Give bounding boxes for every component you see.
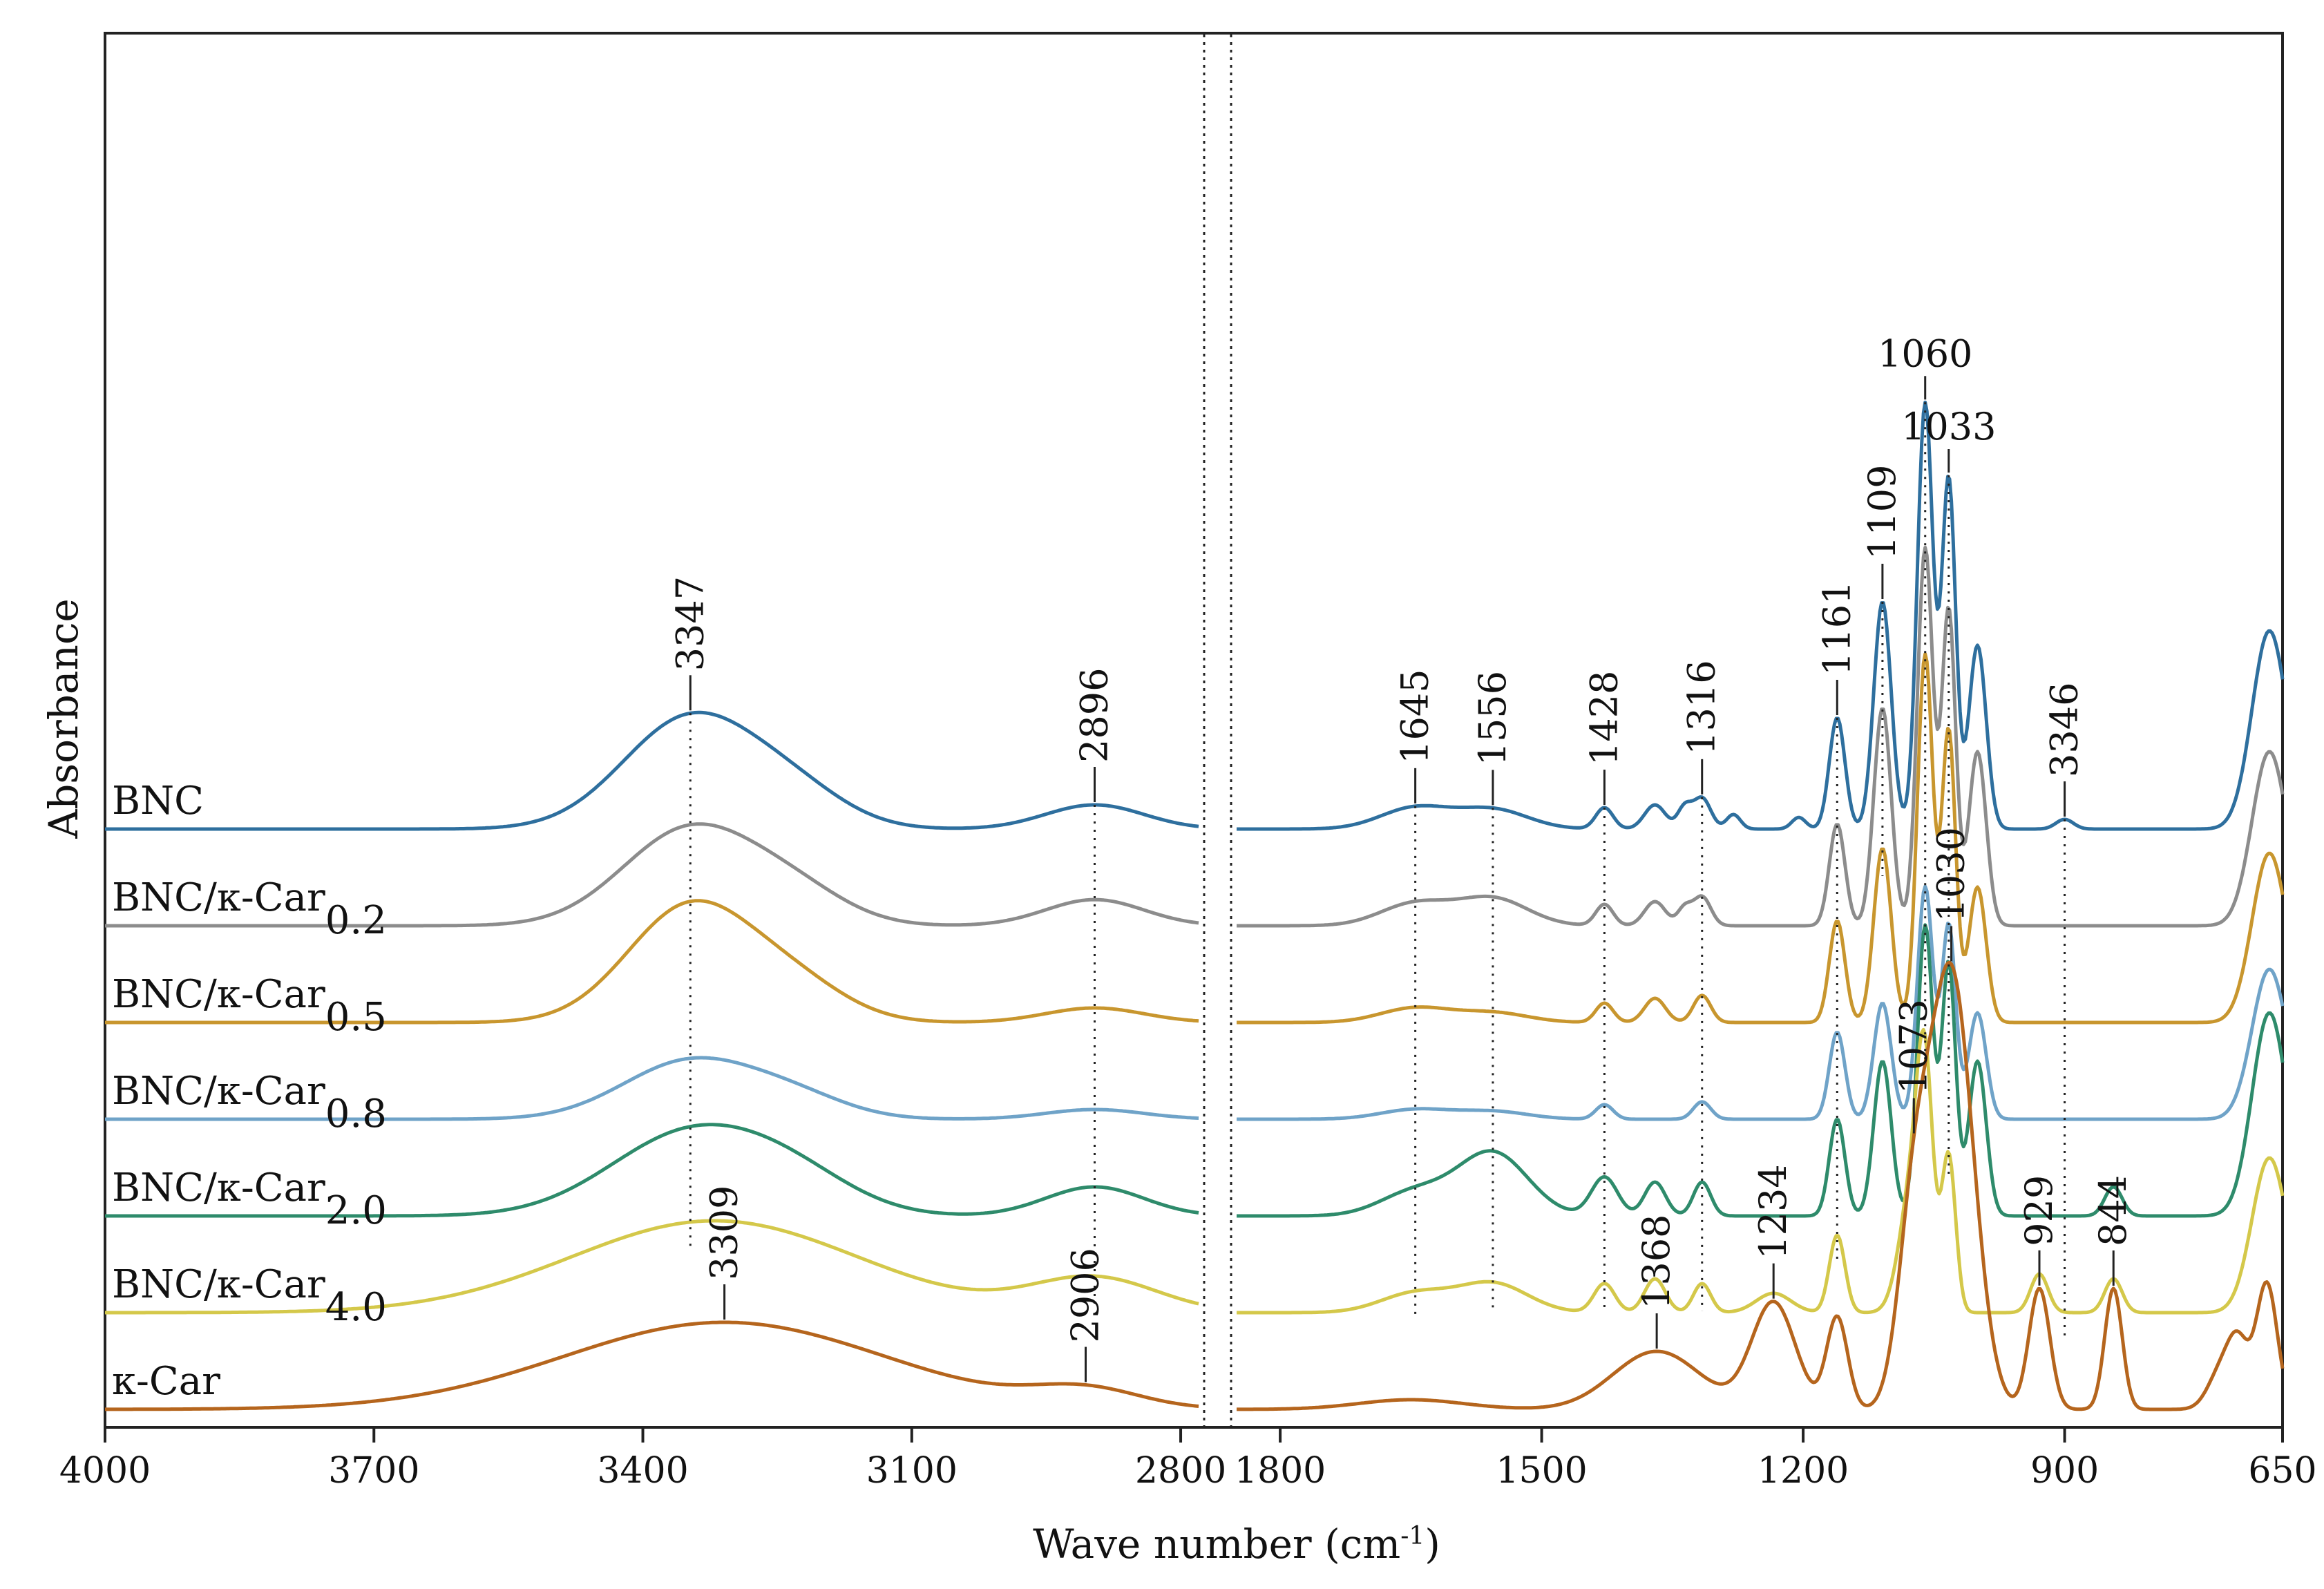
series-label-subscript: 2.0 bbox=[325, 1188, 387, 1233]
series-line-1 bbox=[105, 546, 2285, 928]
peak-label-2906: 2906 bbox=[1064, 1248, 1107, 1342]
x-axis-title-main: Wave number (cm bbox=[1033, 1521, 1400, 1568]
x-tick-label: 1200 bbox=[1758, 1450, 1849, 1492]
series-line-0 bbox=[105, 400, 2285, 831]
x-tick-label: 2800 bbox=[1135, 1450, 1226, 1492]
x-tick-label: 4000 bbox=[59, 1450, 151, 1492]
plot-frame bbox=[104, 32, 2284, 1429]
series-labels: BNCBNC/κ-Car0.2BNC/κ-Car0.5BNC/κ-Car0.8B… bbox=[112, 779, 387, 1404]
peak-label-2896: 2896 bbox=[1072, 668, 1116, 763]
peak-label-1368: 1368 bbox=[1635, 1215, 1678, 1309]
peak-label-1161: 1161 bbox=[1815, 581, 1858, 676]
x-tick-label: 3700 bbox=[328, 1450, 419, 1492]
x-tick-label: 1800 bbox=[1235, 1450, 1326, 1492]
series-line-4 bbox=[105, 923, 2285, 1218]
x-tick-label: 3400 bbox=[597, 1450, 688, 1492]
peak-label-929: 929 bbox=[2017, 1175, 2061, 1246]
peak-label-3346: 3346 bbox=[2043, 683, 2086, 777]
series-label-4: BNC/κ-Car2.0 bbox=[112, 1165, 387, 1233]
spectra-series bbox=[105, 400, 2285, 1411]
series-label-subscript: 0.5 bbox=[325, 995, 387, 1040]
series-label-subscript: 0.8 bbox=[325, 1092, 387, 1136]
peak-label-1428: 1428 bbox=[1582, 671, 1626, 765]
x-axis-title-sup: -1 bbox=[1400, 1522, 1425, 1550]
peak-label-1645: 1645 bbox=[1393, 669, 1437, 763]
peak-label-3347: 3347 bbox=[668, 576, 712, 671]
series-label-1: BNC/κ-Car0.2 bbox=[112, 875, 387, 943]
series-label-name: BNC/κ-Car bbox=[112, 972, 325, 1017]
series-label-subscript: 0.2 bbox=[325, 898, 387, 943]
peak-label-844: 844 bbox=[2091, 1175, 2135, 1246]
series-line-3 bbox=[105, 884, 2285, 1121]
series-label-name: BNC/κ-Car bbox=[112, 1165, 325, 1210]
peak-label-1109: 1109 bbox=[1860, 465, 1904, 560]
x-tick-label: 650 bbox=[2248, 1450, 2316, 1492]
peak-label-1556: 1556 bbox=[1471, 671, 1514, 765]
series-line-2 bbox=[105, 652, 2285, 1025]
series-label-name: BNC/κ-Car bbox=[112, 875, 325, 920]
peak-label-1073: 1073 bbox=[1892, 999, 1935, 1094]
series-label-6: κ-Car bbox=[112, 1359, 220, 1404]
series-label-5: BNC/κ-Car4.0 bbox=[112, 1262, 387, 1330]
series-label-2: BNC/κ-Car0.5 bbox=[112, 972, 387, 1040]
peak-label-1030: 1030 bbox=[1930, 827, 1973, 922]
peak-label-3309: 3309 bbox=[703, 1186, 746, 1280]
x-tick-label: 1500 bbox=[1496, 1450, 1587, 1492]
series-label-subscript: 4.0 bbox=[325, 1285, 387, 1330]
peak-label-1234: 1234 bbox=[1751, 1164, 1795, 1259]
series-label-name: κ-Car bbox=[112, 1359, 220, 1404]
peak-label-1316: 1316 bbox=[1680, 660, 1724, 754]
series-label-3: BNC/κ-Car0.8 bbox=[112, 1069, 387, 1136]
x-axis-title-suffix: ) bbox=[1425, 1521, 1440, 1568]
series-label-name: BNC/κ-Car bbox=[112, 1262, 325, 1307]
x-axis: 4000 3700 3400 3100 2800 1800 1500 1200 900 650 bbox=[59, 1427, 2317, 1492]
series-line-6 bbox=[105, 960, 2285, 1411]
series-line-5 bbox=[105, 1027, 2285, 1315]
x-tick-label: 3100 bbox=[866, 1450, 958, 1492]
series-label-name: BNC/κ-Car bbox=[112, 1069, 325, 1114]
x-axis-title: Wave number (cm-1) bbox=[1033, 1521, 1440, 1568]
peak-label-1060: 1060 bbox=[1878, 332, 1972, 375]
peak-label-1033: 1033 bbox=[1901, 405, 1996, 448]
x-tick-label: 900 bbox=[2030, 1450, 2099, 1492]
y-axis-title: Absorbance bbox=[40, 598, 87, 839]
series-label-0: BNC bbox=[112, 779, 204, 824]
axis-break bbox=[1203, 35, 1232, 1427]
series-label-name: BNC bbox=[112, 779, 204, 824]
